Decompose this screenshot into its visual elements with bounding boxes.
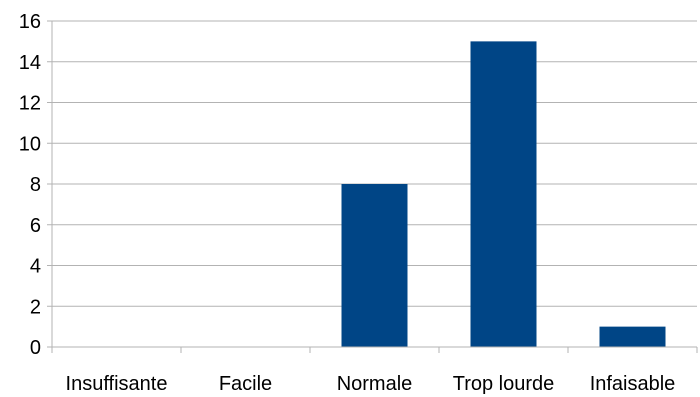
x-tick-label: Insuffisante [66, 373, 168, 395]
y-tick-label: 8 [30, 174, 41, 196]
x-tick-label: Normale [337, 373, 413, 395]
bar-normale [341, 184, 408, 347]
y-tick-label: 2 [30, 296, 41, 318]
x-tick-label: Trop lourde [453, 373, 555, 395]
y-tick-label: 4 [30, 256, 41, 278]
y-tick-label: 14 [19, 52, 41, 74]
y-tick-label: 6 [30, 215, 41, 237]
axes [47, 20, 698, 353]
bars [341, 41, 666, 347]
x-tick-label: Infaisable [590, 373, 676, 395]
y-tick-label: 12 [19, 93, 41, 115]
bar-infaisable [599, 326, 666, 347]
x-tick-label: Facile [219, 373, 272, 395]
y-tick-label: 0 [30, 337, 41, 359]
y-tick-label: 16 [19, 11, 41, 33]
y-tick-label: 10 [19, 133, 41, 155]
bar-trop-lourde [470, 41, 537, 347]
tick-labels: 0 2 4 6 8 10 12 14 16 Insuffisante Facile Normale Tr… [19, 11, 676, 395]
